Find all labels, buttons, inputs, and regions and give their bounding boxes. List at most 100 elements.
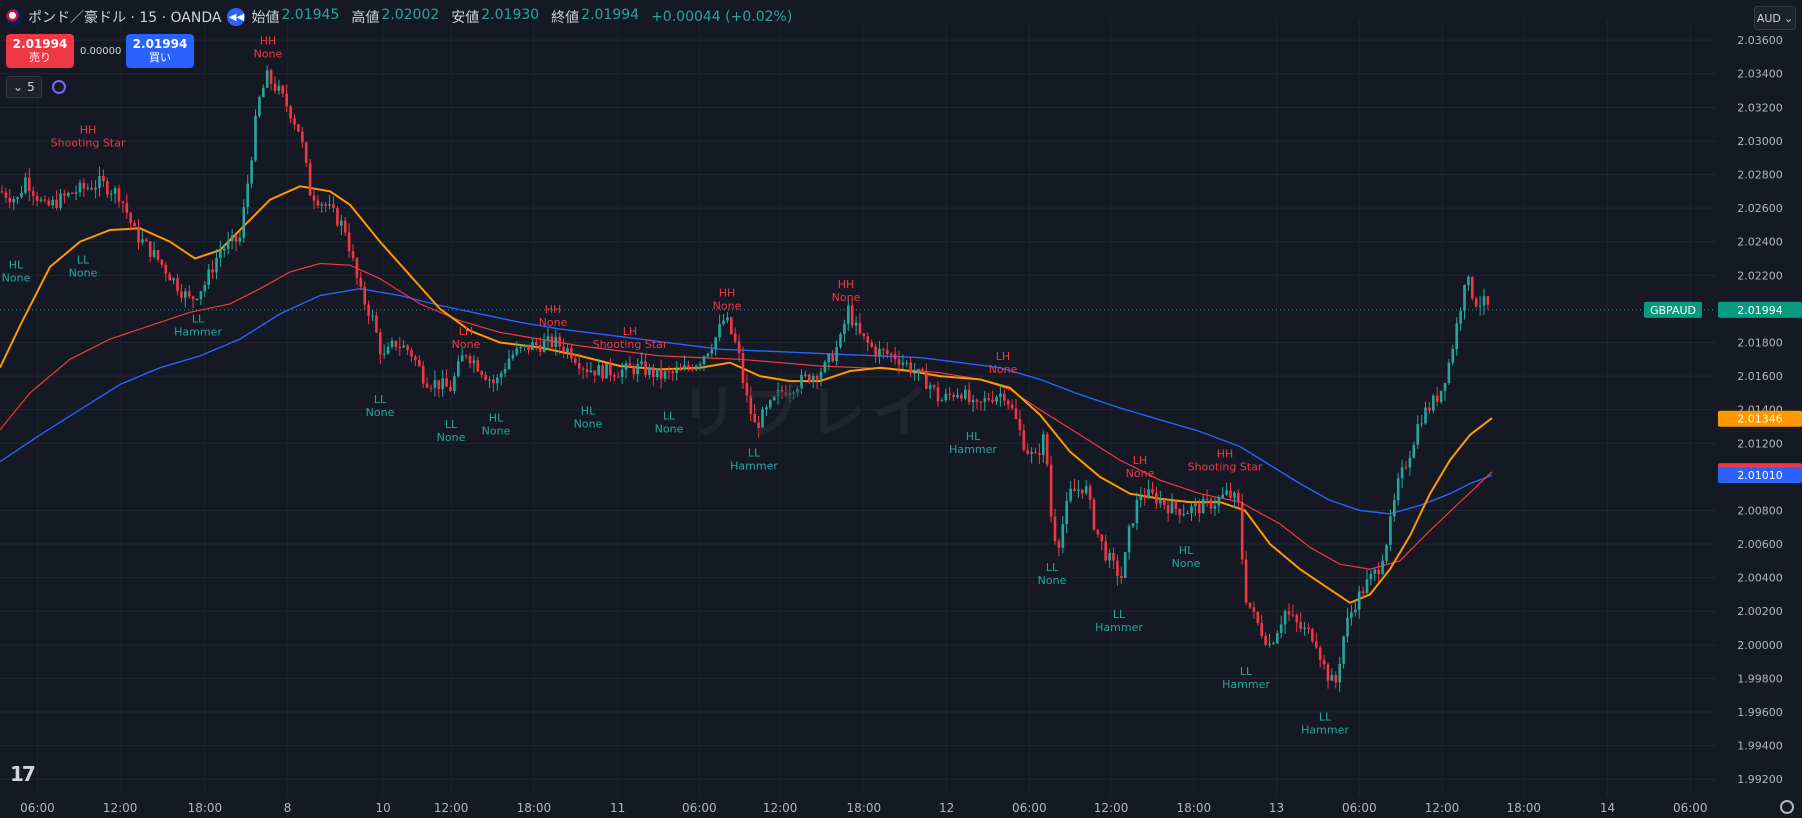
candle-body[interactable]	[886, 350, 889, 354]
candle-body[interactable]	[913, 372, 916, 374]
candle-body[interactable]	[1322, 659, 1326, 665]
candle-body[interactable]	[297, 124, 300, 132]
candle-body[interactable]	[31, 191, 35, 197]
candle-body[interactable]	[394, 340, 398, 347]
candle-body[interactable]	[137, 226, 140, 243]
candle-body[interactable]	[418, 360, 421, 367]
candle-body[interactable]	[1201, 498, 1205, 514]
candle-body[interactable]	[402, 345, 405, 348]
candle-body[interactable]	[1209, 499, 1213, 509]
candle-body[interactable]	[1486, 296, 1490, 305]
candle-body[interactable]	[265, 70, 269, 88]
candle-body[interactable]	[706, 353, 710, 357]
candle-body[interactable]	[172, 278, 175, 281]
candle-body[interactable]	[1229, 490, 1232, 498]
candle-body[interactable]	[1077, 489, 1080, 492]
candle-body[interactable]	[652, 367, 655, 378]
candle-body[interactable]	[862, 333, 866, 337]
candle-body[interactable]	[1240, 502, 1244, 560]
candle-body[interactable]	[312, 195, 316, 201]
candle-body[interactable]	[468, 355, 472, 364]
candle-body[interactable]	[1045, 434, 1049, 465]
candle-body[interactable]	[1092, 499, 1096, 530]
candle-body[interactable]	[125, 203, 129, 213]
candle-body[interactable]	[406, 345, 409, 351]
candle-body[interactable]	[1147, 489, 1150, 499]
candle-body[interactable]	[1268, 643, 1271, 645]
candle-body[interactable]	[531, 342, 534, 350]
candle-body[interactable]	[1272, 643, 1275, 645]
candle-body[interactable]	[616, 376, 620, 378]
candle-body[interactable]	[967, 389, 971, 403]
candle-body[interactable]	[301, 131, 304, 143]
candle-body[interactable]	[605, 363, 608, 379]
sync-icon[interactable]	[51, 80, 66, 94]
candle-body[interactable]	[1260, 622, 1263, 636]
candle-body[interactable]	[577, 363, 581, 369]
candle-body[interactable]	[39, 199, 43, 201]
candle-body[interactable]	[808, 374, 811, 383]
candle-body[interactable]	[581, 368, 585, 370]
candle-body[interactable]	[527, 344, 530, 350]
candle-body[interactable]	[347, 232, 351, 252]
candle-body[interactable]	[874, 346, 877, 357]
candle-body[interactable]	[1443, 383, 1447, 391]
candle-body[interactable]	[917, 368, 920, 373]
candle-body[interactable]	[16, 197, 19, 200]
candle-body[interactable]	[854, 322, 858, 326]
candle-body[interactable]	[1357, 591, 1361, 610]
candle-body[interactable]	[242, 207, 246, 238]
candle-body[interactable]	[843, 323, 846, 335]
candle-body[interactable]	[82, 182, 86, 189]
candle-body[interactable]	[1279, 624, 1283, 634]
candle-body[interactable]	[889, 353, 893, 355]
candle-body[interactable]	[340, 220, 343, 226]
candle-body[interactable]	[511, 354, 515, 359]
candle-body[interactable]	[398, 346, 402, 348]
candle-body[interactable]	[28, 177, 31, 192]
candle-body[interactable]	[1451, 349, 1455, 363]
candle-body[interactable]	[199, 291, 203, 299]
candle-body[interactable]	[1190, 506, 1193, 513]
candle-body[interactable]	[1264, 635, 1267, 645]
candle-body[interactable]	[484, 374, 487, 380]
candle-body[interactable]	[831, 354, 834, 362]
candle-body[interactable]	[1237, 492, 1240, 503]
candle-body[interactable]	[1432, 395, 1435, 411]
candle-body[interactable]	[882, 348, 885, 351]
candle-body[interactable]	[675, 369, 678, 374]
candle-body[interactable]	[1474, 298, 1478, 307]
candle-body[interactable]	[897, 359, 901, 365]
candle-body[interactable]	[503, 368, 507, 374]
candle-body[interactable]	[1365, 579, 1369, 594]
candle-body[interactable]	[792, 392, 795, 394]
candle-body[interactable]	[1389, 516, 1392, 545]
candle-body[interactable]	[1459, 310, 1462, 324]
candle-body[interactable]	[1014, 408, 1018, 419]
candle-body[interactable]	[1420, 423, 1423, 425]
candle-body[interactable]	[515, 348, 519, 355]
candle-body[interactable]	[909, 362, 912, 374]
candle-body[interactable]	[117, 188, 121, 202]
time-axis[interactable]: 06:00 12:00 18:00 8 10 12:00 18:00 11 06:00 12:00…	[20, 801, 1707, 815]
candle-body[interactable]	[1311, 628, 1314, 642]
candle-body[interactable]	[523, 344, 526, 348]
candle-body[interactable]	[156, 250, 160, 260]
candle-body[interactable]	[386, 346, 390, 354]
candle-body[interactable]	[351, 251, 355, 259]
candle-body[interactable]	[550, 336, 554, 348]
candle-body[interactable]	[234, 235, 238, 242]
candle-body[interactable]	[1155, 492, 1158, 504]
candle-body[interactable]	[152, 250, 156, 257]
candle-body[interactable]	[570, 348, 573, 359]
candle-body[interactable]	[1030, 451, 1033, 454]
candle-body[interactable]	[870, 342, 873, 347]
candle-body[interactable]	[1221, 494, 1224, 498]
candle-body[interactable]	[671, 371, 675, 374]
candle-body[interactable]	[609, 363, 612, 376]
candle-body[interactable]	[289, 106, 292, 119]
candle-body[interactable]	[390, 340, 394, 347]
candle-body[interactable]	[1057, 541, 1061, 548]
candle-body[interactable]	[979, 401, 983, 403]
